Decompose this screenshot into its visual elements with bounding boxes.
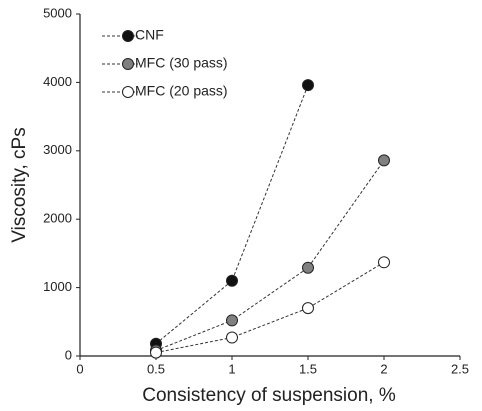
y-tick-label: 4000 [43,74,72,89]
x-tick-label: 2.5 [451,361,469,376]
x-tick-label: 0.5 [147,361,165,376]
series-line [155,261,385,354]
legend-marker [122,86,134,98]
legend-marker [122,58,134,70]
y-axis-label: Viscosity, cPs [9,127,30,242]
data-point [302,302,314,315]
legend-label: CNF [135,27,164,43]
legend-marker [122,30,134,42]
y-tick-label: 1000 [43,279,72,294]
x-tick-label: 1 [228,361,235,376]
series-line [155,84,309,345]
x-tick-label: 0 [76,361,83,376]
series-line [155,160,385,351]
data-point [226,274,238,287]
y-tick-label: 0 [65,347,72,362]
x-tick-label: 2 [380,361,387,376]
data-point [226,331,238,344]
data-point [302,79,314,92]
data-point [302,261,314,274]
legend-label: MFC (20 pass) [135,83,228,99]
x-axis-label: Consistency of suspension, % [142,385,396,406]
data-point [378,154,390,167]
legend-label: MFC (30 pass) [135,55,228,71]
data-point [150,346,162,359]
x-tick-label: 1.5 [299,361,317,376]
data-point [226,314,238,327]
y-tick-label: 3000 [43,142,72,157]
y-tick-label: 2000 [43,211,72,226]
y-tick-label: 5000 [43,5,72,20]
data-point [378,256,390,269]
